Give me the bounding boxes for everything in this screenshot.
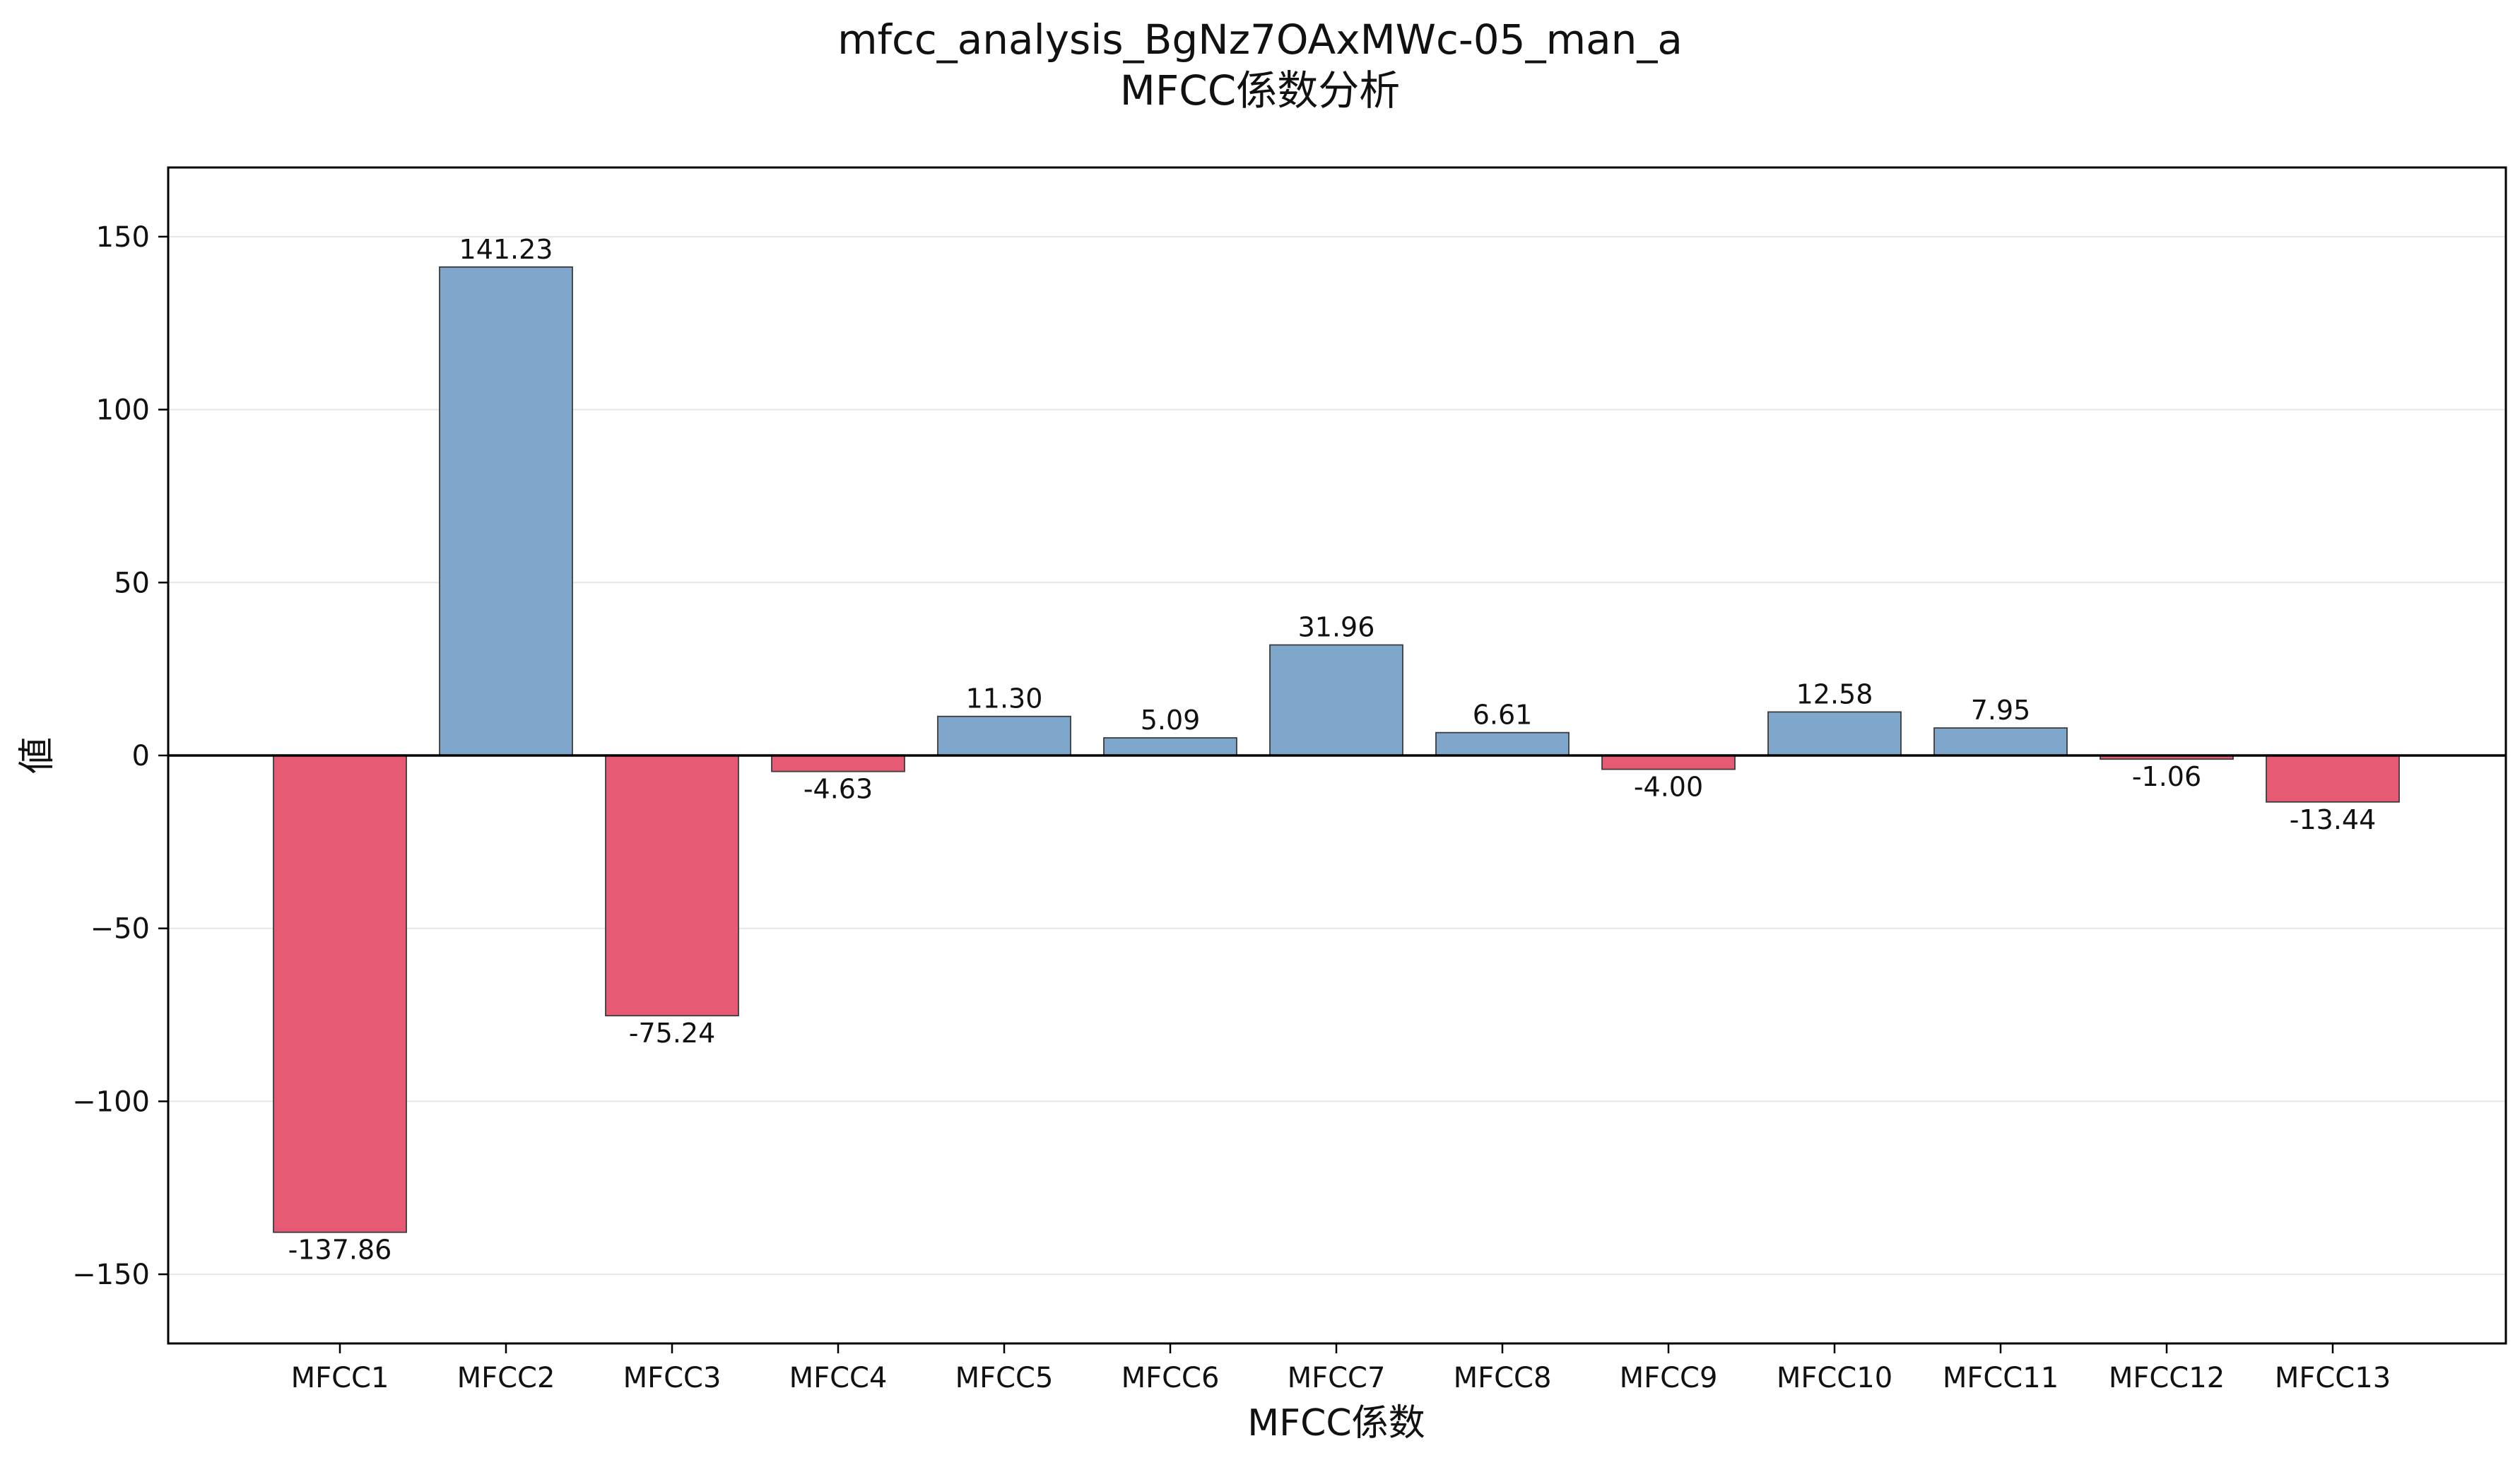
bar-mfcc2 <box>439 266 573 756</box>
data-label: 5.09 <box>1141 705 1201 736</box>
data-label: 11.30 <box>966 683 1043 714</box>
x-tick-label: MFCC5 <box>955 1362 1054 1394</box>
y-tick-label: −150 <box>72 1259 150 1291</box>
x-axis-title: MFCC係数 <box>1247 1402 1425 1445</box>
y-tick-label: 150 <box>96 221 150 254</box>
data-label: 141.23 <box>459 234 553 265</box>
y-axis-title: 値 <box>16 737 59 774</box>
x-tick-label: MFCC1 <box>291 1362 389 1394</box>
x-tick-label: MFCC10 <box>1777 1362 1892 1394</box>
data-label: -1.06 <box>2132 761 2201 792</box>
bar-mfcc6 <box>1103 737 1237 756</box>
data-label: -137.86 <box>288 1235 392 1266</box>
data-label: 7.95 <box>1971 695 2031 726</box>
y-tick-label: 0 <box>132 740 150 772</box>
x-tick-label: MFCC3 <box>623 1362 722 1394</box>
bar-mfcc9 <box>1601 755 1736 770</box>
bar-mfcc1 <box>273 755 407 1233</box>
x-tick-label: MFCC2 <box>457 1362 555 1394</box>
y-tick-label: 50 <box>114 567 150 599</box>
bar-mfcc3 <box>605 755 739 1017</box>
y-tick-label: −50 <box>90 913 150 946</box>
x-tick-label: MFCC12 <box>2109 1362 2225 1394</box>
data-label: -4.63 <box>803 774 873 805</box>
x-tick-label: MFCC4 <box>789 1362 888 1394</box>
x-tick-label: MFCC8 <box>1454 1362 1552 1394</box>
bar-mfcc11 <box>1933 727 2068 756</box>
x-tick-label: MFCC7 <box>1288 1362 1386 1394</box>
y-tick-label: 100 <box>96 394 150 427</box>
data-label: -4.00 <box>1634 772 1703 803</box>
axes: 150 100 50 0 −50 −100 −150 MFCC1 MFCC2 MFCC3 MFCC4… <box>72 166 2507 1394</box>
bar-mfcc4 <box>771 755 905 772</box>
x-tick-label: MFCC13 <box>2275 1362 2391 1394</box>
x-tick-label: MFCC11 <box>1943 1362 2059 1394</box>
bars <box>273 266 2400 1233</box>
x-tick-label: MFCC9 <box>1620 1362 1718 1394</box>
data-label: 31.96 <box>1298 612 1375 643</box>
chart-subtitle: MFCC係数分析 <box>1120 66 1400 114</box>
bar-mfcc8 <box>1435 731 1570 756</box>
data-label: 12.58 <box>1796 678 1873 710</box>
data-label: -13.44 <box>2290 804 2377 835</box>
y-tick-label: −100 <box>72 1085 150 1118</box>
chart-title: mfcc_analysis_BgNz7OAxMWc-05_man_a <box>837 16 1683 64</box>
bar-mfcc13 <box>2266 755 2400 803</box>
bar-mfcc5 <box>937 715 1071 756</box>
bar-mfcc10 <box>1767 711 1902 756</box>
data-label: 6.61 <box>1473 700 1533 731</box>
bar-mfcc7 <box>1269 644 1403 756</box>
plot-frame <box>167 166 2507 1345</box>
data-label: -75.24 <box>629 1018 716 1049</box>
data-labels: -137.86 141.23 -75.24 -4.63 11.30 5.09 31.96 6.… <box>288 234 2377 1266</box>
x-tick-label: MFCC6 <box>1121 1362 1220 1394</box>
